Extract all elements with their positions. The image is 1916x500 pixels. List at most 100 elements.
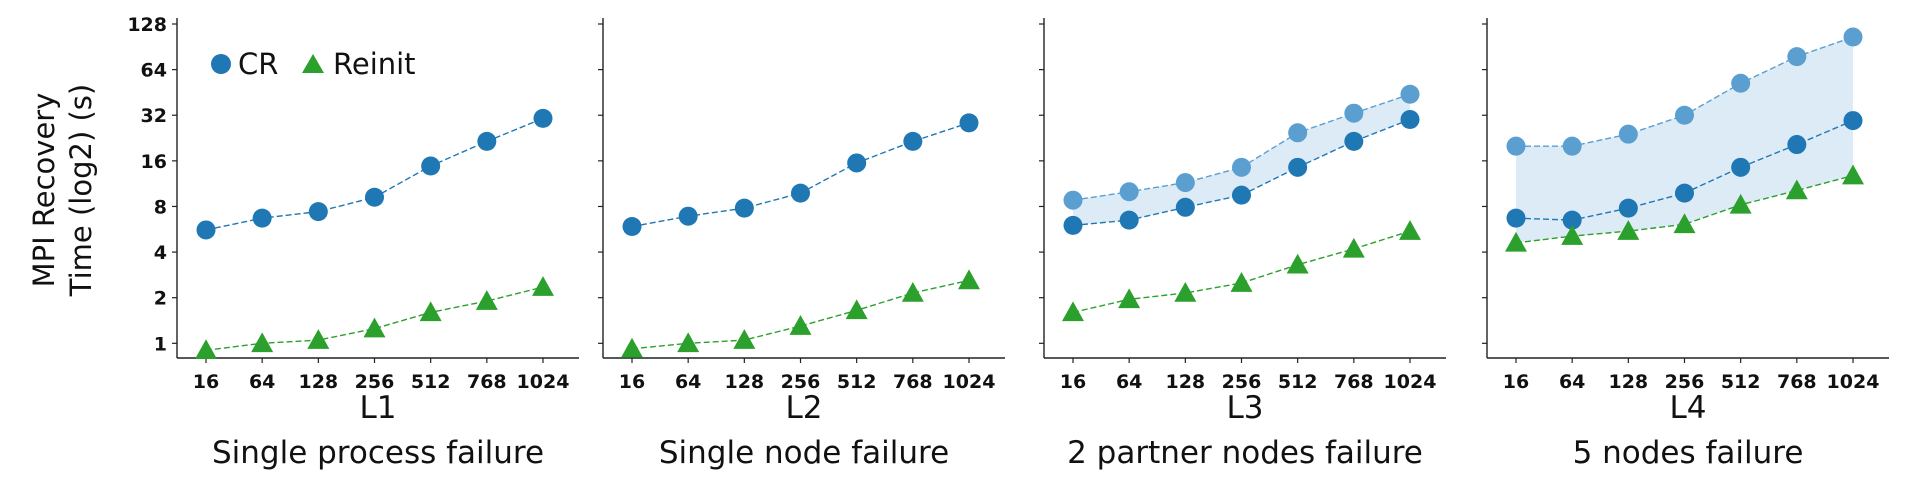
data-point-cr: [308, 202, 328, 222]
data-point-cr: [847, 153, 867, 173]
data-point-cr-upper: [1618, 124, 1638, 144]
data-point-reinit: [1118, 288, 1141, 309]
data-point-cr-upper: [1506, 136, 1526, 156]
data-point-cr: [734, 198, 754, 218]
y-axis-label-line1: MPI Recovery: [27, 93, 61, 288]
data-point-cr: [1787, 135, 1807, 155]
legend-reinit-marker: [302, 54, 324, 73]
data-point-cr-upper: [1562, 136, 1582, 156]
data-point-reinit: [1342, 237, 1365, 258]
data-point-cr: [791, 183, 810, 203]
panel-title: L1: [360, 390, 397, 426]
data-point-cr: [1731, 157, 1751, 177]
data-point-reinit: [1286, 253, 1309, 274]
y-axis-label: MPI Recovery Time (log2) (s): [27, 84, 98, 297]
data-point-cr: [1288, 157, 1308, 177]
data-point-cr: [1618, 198, 1638, 218]
data-point-cr: [1232, 185, 1251, 205]
x-tick-label: 768: [893, 371, 933, 393]
y-tick-label: 8: [154, 196, 167, 218]
data-point-reinit: [251, 332, 274, 353]
data-point-cr: [1400, 109, 1420, 129]
x-tick-label: 768: [467, 371, 507, 393]
data-point-reinit: [1617, 220, 1640, 240]
data-point-cr-upper: [1288, 123, 1308, 143]
panel-title: L3: [1227, 390, 1264, 426]
x-tick-label: 128: [1165, 371, 1205, 393]
data-point-reinit: [1561, 225, 1584, 245]
data-point-cr-upper: [1119, 182, 1139, 202]
x-tick-label: 16: [1503, 371, 1529, 393]
data-point-reinit: [363, 317, 386, 338]
data-point-cr-upper: [1344, 103, 1364, 123]
data-point-reinit: [901, 281, 924, 302]
x-tick-label: 16: [619, 371, 645, 393]
panel-title: L4: [1670, 390, 1707, 426]
x-tick-label: 256: [1222, 371, 1262, 393]
data-point-cr-upper: [1232, 157, 1251, 177]
data-point-cr: [678, 206, 698, 226]
data-point-cr: [1175, 197, 1195, 217]
y-tick-label: 128: [127, 14, 167, 36]
x-tick-label: 64: [1559, 371, 1585, 393]
x-tick-label: 1024: [517, 371, 570, 393]
series-line-reinit: [631, 279, 970, 350]
panel-l4: 16 64 128 256 512 768 1024 L4 5 nodes failure: [1482, 18, 1889, 471]
x-tick-label: 768: [1334, 371, 1374, 393]
x-tick-label: 16: [1060, 371, 1086, 393]
data-point-reinit: [1505, 231, 1527, 252]
data-point-reinit: [1842, 164, 1864, 185]
x-tick-label: 768: [1777, 371, 1817, 393]
data-point-reinit: [1785, 179, 1808, 200]
x-tick-label: 16: [193, 371, 219, 393]
data-point-cr: [1843, 111, 1863, 131]
y-tick-label: 32: [141, 105, 167, 127]
y-tick-label: 1: [154, 333, 167, 355]
data-point-cr: [1506, 208, 1526, 228]
data-point-reinit: [475, 290, 498, 310]
data-point-cr: [252, 208, 272, 228]
data-point-cr-upper: [1400, 84, 1420, 104]
data-point-cr: [533, 108, 553, 128]
x-tick-label: 128: [724, 371, 764, 393]
data-point-cr-upper: [1675, 105, 1694, 125]
x-tick-label: 512: [411, 371, 451, 393]
data-point-cr: [365, 187, 384, 207]
x-tick-label: 64: [249, 371, 275, 393]
panel-subtitle: 5 nodes failure: [1573, 435, 1804, 471]
x-tick-label: 64: [1116, 371, 1142, 393]
legend: CR Reinit: [211, 47, 416, 81]
data-point-cr-upper: [1843, 27, 1863, 47]
y-tick-label: 16: [141, 151, 167, 173]
data-point-reinit: [1230, 272, 1253, 292]
x-tick-label: 128: [1608, 371, 1648, 393]
data-point-cr: [959, 113, 979, 133]
data-point-reinit: [532, 276, 554, 296]
data-point-reinit: [845, 299, 868, 320]
data-point-reinit: [1399, 220, 1421, 240]
data-point-cr: [477, 131, 497, 151]
y-tick-label: 64: [141, 60, 167, 82]
data-point-cr: [1344, 131, 1364, 151]
panel-subtitle: 2 partner nodes failure: [1067, 435, 1423, 471]
x-tick-label: 1024: [1384, 371, 1437, 393]
panel-l2: 16 64 128 256 512 768 1024 L2 Single node failur…: [598, 18, 1005, 471]
data-point-cr: [1063, 215, 1083, 235]
x-tick-label: 512: [837, 371, 877, 393]
x-tick-label: 64: [675, 371, 701, 393]
data-point-reinit: [195, 339, 217, 360]
data-point-cr-upper: [1787, 47, 1807, 67]
data-point-cr: [421, 156, 441, 176]
x-tick-label: 1024: [1827, 371, 1880, 393]
data-point-reinit: [958, 269, 980, 290]
data-point-reinit: [789, 315, 812, 335]
cr-range-band: [1516, 37, 1853, 243]
panel-subtitle: Single process failure: [212, 435, 544, 471]
data-point-cr: [1562, 210, 1582, 230]
x-tick-label: 512: [1278, 371, 1318, 393]
x-tick-label: 1024: [943, 371, 996, 393]
panel-l1: 1 2 4 8 16 32 64 128 16 64 128 256 512 768 1024 L1 Singl…: [127, 14, 579, 471]
panel-l3: 16 64 128 256 512 768 1024 L3 2 partner nodes fa…: [1039, 18, 1446, 471]
data-point-reinit: [307, 329, 330, 349]
